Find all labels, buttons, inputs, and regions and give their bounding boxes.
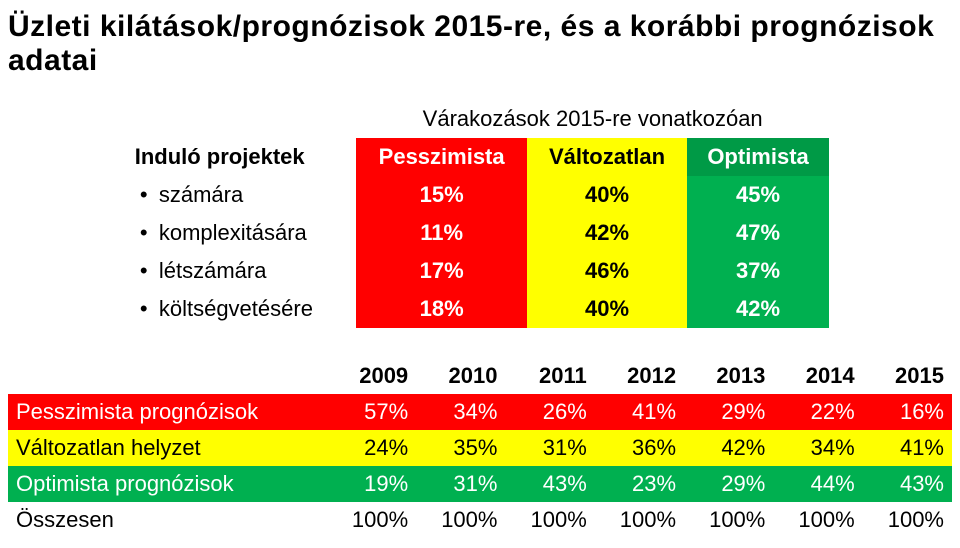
table-row: • létszámára 17% 46% 37% (131, 252, 830, 290)
col-valtozatlan: Változatlan (527, 138, 687, 176)
cell: 23% (595, 466, 684, 502)
year-header: 2013 (684, 358, 773, 394)
history-table: 2009 2010 2011 2012 2013 2014 2015 Pessz… (8, 358, 952, 538)
row-label: • létszámára (131, 252, 356, 290)
cell: 29% (684, 466, 773, 502)
cell: 41% (863, 430, 952, 466)
cell: 100% (416, 502, 505, 538)
expectations-body: • számára 15% 40% 45% • komplexitására 1… (131, 176, 830, 328)
history-body: Pesszimista prognózisok 57% 34% 26% 41% … (8, 394, 952, 538)
year-header: 2014 (773, 358, 862, 394)
cell: 35% (416, 430, 505, 466)
cell: 45% (687, 176, 829, 214)
cell: 16% (863, 394, 952, 430)
cell: 42% (684, 430, 773, 466)
row-header-label: Induló projektek (131, 138, 356, 176)
table-row: • komplexitására 11% 42% 47% (131, 214, 830, 252)
row-label: Optimista prognózisok (8, 466, 327, 502)
cell: 44% (773, 466, 862, 502)
cell: 100% (595, 502, 684, 538)
table-row: Összesen 100% 100% 100% 100% 100% 100% 1… (8, 502, 952, 538)
col-pesszimista: Pesszimista (356, 138, 527, 176)
year-header: 2015 (863, 358, 952, 394)
cell: 43% (863, 466, 952, 502)
page-title: Üzleti kilátások/prognózisok 2015-re, és… (8, 10, 952, 78)
cell: 41% (595, 394, 684, 430)
blank-cell (131, 100, 356, 138)
row-label: Pesszimista prognózisok (8, 394, 327, 430)
cell: 22% (773, 394, 862, 430)
span-header: Várakozások 2015-re vonatkozóan (356, 100, 829, 138)
cell: 37% (687, 252, 829, 290)
row-label: • számára (131, 176, 356, 214)
cell: 46% (527, 252, 687, 290)
cell: 15% (356, 176, 527, 214)
cell: 47% (687, 214, 829, 252)
cell: 100% (773, 502, 862, 538)
table-row: Optimista prognózisok 19% 31% 43% 23% 29… (8, 466, 952, 502)
table-row: • költségvetésére 18% 40% 42% (131, 290, 830, 328)
row-label: Változatlan helyzet (8, 430, 327, 466)
row-label: • költségvetésére (131, 290, 356, 328)
cell: 43% (505, 466, 594, 502)
cell: 19% (327, 466, 416, 502)
cell: 11% (356, 214, 527, 252)
col-optimista: Optimista (687, 138, 829, 176)
cell: 57% (327, 394, 416, 430)
year-header: 2009 (327, 358, 416, 394)
cell: 36% (595, 430, 684, 466)
cell: 17% (356, 252, 527, 290)
year-header: 2010 (416, 358, 505, 394)
cell: 18% (356, 290, 527, 328)
row-label: Összesen (8, 502, 327, 538)
cell: 31% (505, 430, 594, 466)
row-label: • komplexitására (131, 214, 356, 252)
cell: 26% (505, 394, 594, 430)
cell: 34% (416, 394, 505, 430)
year-header-row: 2009 2010 2011 2012 2013 2014 2015 (8, 358, 952, 394)
table-row: Változatlan helyzet 24% 35% 31% 36% 42% … (8, 430, 952, 466)
cell: 24% (327, 430, 416, 466)
cell: 31% (416, 466, 505, 502)
year-header: 2011 (505, 358, 594, 394)
expectations-table: Várakozások 2015-re vonatkozóan Induló p… (131, 100, 830, 328)
cell: 40% (527, 176, 687, 214)
blank-cell (8, 358, 327, 394)
cell: 34% (773, 430, 862, 466)
cell: 100% (684, 502, 773, 538)
cell: 100% (505, 502, 594, 538)
cell: 42% (527, 214, 687, 252)
cell: 100% (863, 502, 952, 538)
cell: 29% (684, 394, 773, 430)
table-row: Pesszimista prognózisok 57% 34% 26% 41% … (8, 394, 952, 430)
cell: 100% (327, 502, 416, 538)
cell: 42% (687, 290, 829, 328)
year-header: 2012 (595, 358, 684, 394)
cell: 40% (527, 290, 687, 328)
table-row: • számára 15% 40% 45% (131, 176, 830, 214)
